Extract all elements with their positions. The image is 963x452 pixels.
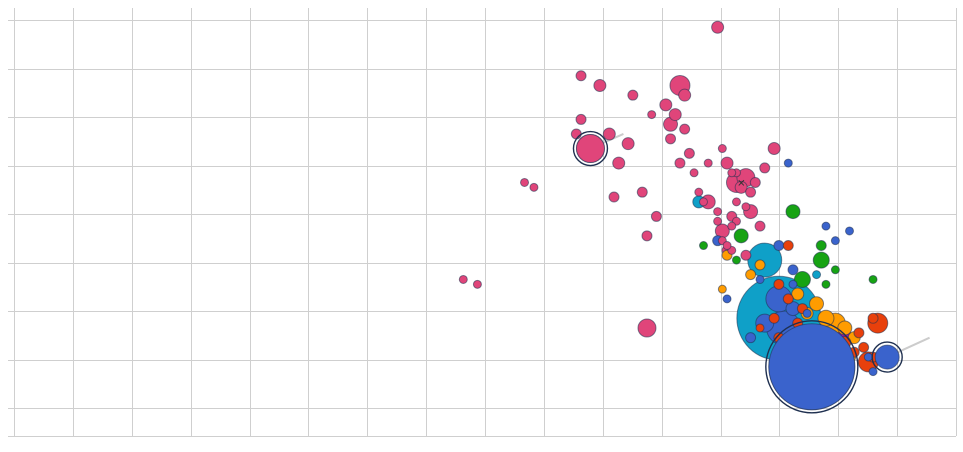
- selected-bubble[interactable]: [768, 323, 856, 411]
- data-point-bubble[interactable]: [749, 176, 761, 188]
- data-point-bubble[interactable]: [720, 156, 734, 170]
- data-point-bubble[interactable]: [602, 127, 616, 141]
- data-point-bubble[interactable]: [812, 251, 830, 269]
- data-point-bubble[interactable]: [694, 187, 704, 197]
- data-point-bubble[interactable]: [812, 270, 822, 280]
- data-point-bubble[interactable]: [845, 226, 855, 236]
- data-point-bubble[interactable]: [791, 287, 805, 301]
- data-point-bubble[interactable]: [809, 296, 825, 312]
- data-point-bubble[interactable]: [802, 308, 812, 318]
- data-point-bubble[interactable]: [727, 221, 737, 231]
- data-point-bubble[interactable]: [689, 168, 699, 178]
- data-point-bubble[interactable]: [731, 197, 741, 207]
- data-point-bubble[interactable]: [745, 186, 757, 198]
- data-point-bubble[interactable]: [745, 332, 757, 344]
- data-point-bubble[interactable]: [773, 240, 785, 252]
- data-point-bubble[interactable]: [570, 128, 582, 140]
- data-point-bubble[interactable]: [713, 207, 723, 217]
- data-point-bubble[interactable]: [529, 182, 539, 192]
- data-point-bubble[interactable]: [668, 108, 682, 122]
- data-point-bubble[interactable]: [868, 367, 878, 377]
- data-point-bubble[interactable]: [458, 274, 468, 284]
- data-point-bubble[interactable]: [733, 228, 749, 244]
- data-point-bubble[interactable]: [636, 186, 648, 198]
- selected-bubble[interactable]: [874, 344, 900, 370]
- data-point-bubble[interactable]: [621, 137, 635, 151]
- data-point-bubble[interactable]: [755, 323, 765, 333]
- data-point-bubble[interactable]: [793, 270, 811, 288]
- data-point-bubble[interactable]: [863, 352, 873, 362]
- data-point-bubble[interactable]: [612, 156, 626, 170]
- data-point-bubble[interactable]: [699, 241, 708, 251]
- data-point-bubble[interactable]: [759, 162, 771, 174]
- data-point-bubble[interactable]: [821, 279, 831, 289]
- data-point-bubble[interactable]: [867, 312, 879, 324]
- data-point-bubble[interactable]: [703, 158, 713, 168]
- data-point-bubble[interactable]: [650, 210, 662, 222]
- data-point-bubble[interactable]: [745, 269, 757, 281]
- data-point-bubble[interactable]: [754, 259, 766, 271]
- data-point-bubble[interactable]: [713, 216, 723, 226]
- selected-bubbles: [572, 130, 903, 414]
- data-point-bubble[interactable]: [722, 294, 732, 304]
- data-point-bubble[interactable]: [727, 168, 737, 178]
- selected-bubble-ring: [871, 341, 903, 373]
- data-point-bubble[interactable]: [575, 113, 587, 125]
- data-point-bubble[interactable]: [665, 133, 677, 145]
- data-point-bubble[interactable]: [837, 320, 853, 336]
- data-point-bubble[interactable]: [734, 180, 748, 194]
- data-point-bubble[interactable]: [711, 20, 725, 34]
- data-point-bubble[interactable]: [520, 177, 530, 187]
- data-point-bubble[interactable]: [627, 89, 639, 101]
- data-point-bubble[interactable]: [637, 318, 657, 338]
- data-point-bubble[interactable]: [768, 312, 780, 324]
- data-point-bubble[interactable]: [783, 158, 793, 168]
- data-point-bubble[interactable]: [868, 274, 878, 284]
- data-point-bubble[interactable]: [782, 240, 794, 252]
- data-point-bubble[interactable]: [853, 327, 865, 339]
- selected-bubble-ring: [572, 130, 609, 167]
- data-point-bubble[interactable]: [741, 202, 751, 212]
- data-point-bubble[interactable]: [740, 249, 752, 261]
- data-point-bubble[interactable]: [641, 230, 653, 242]
- selected-bubble[interactable]: [575, 134, 605, 164]
- data-point-bubble[interactable]: [773, 278, 785, 290]
- data-point-bubble[interactable]: [788, 279, 798, 289]
- data-point-bubble[interactable]: [674, 157, 686, 169]
- data-point-bubble[interactable]: [683, 147, 695, 159]
- selected-bubble-ring: [765, 320, 859, 414]
- data-point-bubble[interactable]: [647, 110, 657, 120]
- data-point-bubble[interactable]: [782, 293, 794, 305]
- data-point-bubble[interactable]: [593, 78, 607, 92]
- data-point-bubble[interactable]: [817, 309, 835, 327]
- data-point-bubble[interactable]: [717, 284, 727, 294]
- data-point-bubble[interactable]: [754, 220, 766, 232]
- data-point-bubble[interactable]: [472, 279, 482, 289]
- data-point-bubble[interactable]: [731, 255, 741, 265]
- data-point-bubble[interactable]: [717, 144, 727, 154]
- data-point-bubble[interactable]: [699, 197, 708, 207]
- data-point-bubble[interactable]: [608, 191, 620, 203]
- data-point-bubble[interactable]: [767, 142, 781, 156]
- data-point-bubble[interactable]: [678, 88, 692, 102]
- data-point-bubble[interactable]: [785, 204, 801, 220]
- data-point-bubble[interactable]: [815, 240, 827, 252]
- data-point-bubble[interactable]: [755, 274, 765, 284]
- data-point-bubble[interactable]: [830, 236, 840, 246]
- data-point-bubble[interactable]: [858, 341, 870, 353]
- data-point-bubble[interactable]: [659, 98, 673, 112]
- data-point-bubble[interactable]: [575, 70, 587, 82]
- data-point-bubble[interactable]: [722, 241, 732, 251]
- marker-glyph: ✕: [737, 178, 745, 189]
- data-point-bubble[interactable]: [787, 264, 799, 276]
- data-point-bubble[interactable]: [830, 265, 840, 275]
- data-point-bubble[interactable]: [679, 123, 691, 135]
- data-point-bubble[interactable]: [821, 221, 831, 231]
